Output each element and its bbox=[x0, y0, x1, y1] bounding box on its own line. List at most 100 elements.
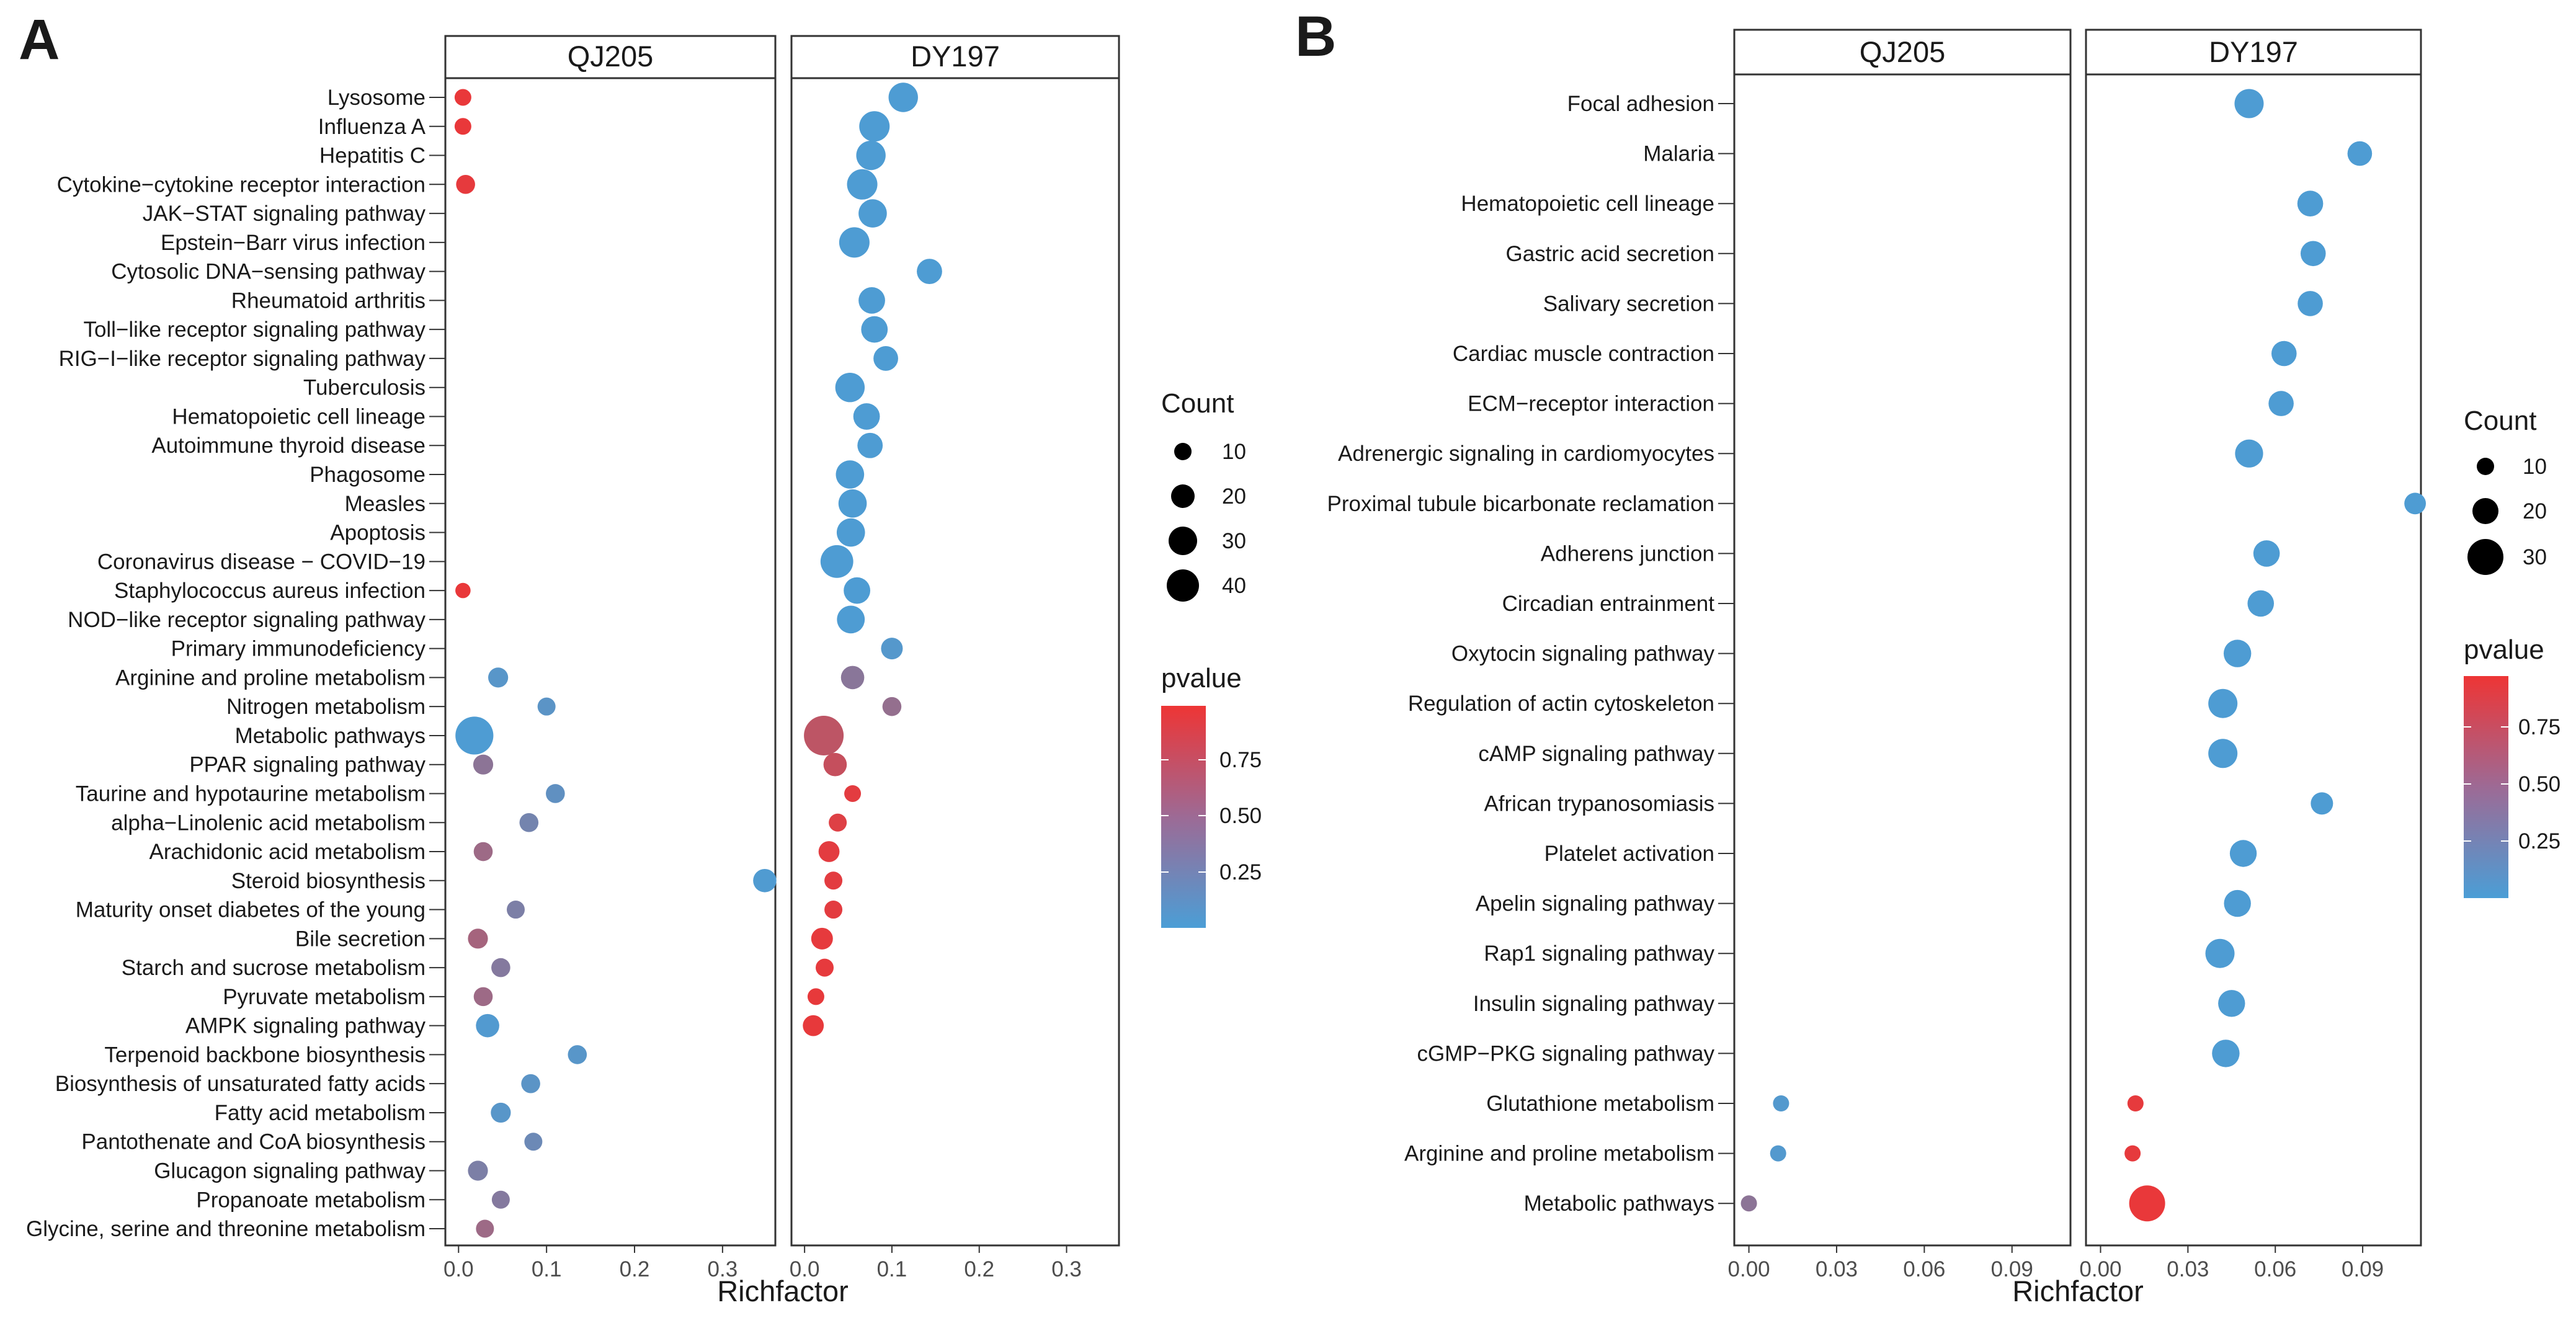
panel-a-category-label: Measles bbox=[345, 492, 426, 516]
panel-a-qj205-point-propanoate-metabolism bbox=[491, 1190, 510, 1209]
panel-a-count-key-20-label: 20 bbox=[1222, 484, 1246, 509]
panel-a-qj205-point-cytokine-cytokine-receptor-interaction bbox=[456, 175, 475, 194]
panel-b-dy197-point-regulation-of-actin-cytoskeleton bbox=[2208, 688, 2238, 718]
panel-a-dy197-point-lysosome bbox=[888, 82, 918, 112]
panel-b-dy197-point-camp-signaling-pathway bbox=[2208, 739, 2238, 768]
panel-a-qj205-point-ampk-signaling-pathway bbox=[476, 1013, 499, 1038]
panel-b-x-tick-label: 0.03 bbox=[1816, 1257, 1858, 1281]
panel-a-category-label: Glycine, serine and threonine metabolism bbox=[26, 1217, 426, 1241]
panel-a-category-label: Hepatitis C bbox=[319, 144, 426, 168]
panel-a-category-label: Epstein−Barr virus infection bbox=[161, 231, 426, 255]
panel-b-facet-qj205: QJ205 bbox=[1733, 29, 2072, 1247]
panel-b-dy197-point-apelin-signaling-pathway bbox=[2224, 889, 2251, 917]
panel-b-count-key-30 bbox=[2467, 539, 2503, 575]
panel-b-x-tick-label: 0.09 bbox=[2342, 1257, 2384, 1281]
panel-a-dy197-point-apoptosis bbox=[836, 518, 865, 547]
panel-a-pvalue-colorbar bbox=[1161, 706, 1206, 928]
data-points bbox=[454, 82, 2427, 1238]
panel-a-qj205-point-metabolic-pathways bbox=[455, 716, 494, 755]
panel-a-qj205-point-terpenoid-backbone-biosynthesis bbox=[568, 1045, 587, 1064]
panel-a-x-tick-label: 0.2 bbox=[620, 1257, 650, 1281]
panel-b-dy197-point-african-trypanosomiasis bbox=[2311, 792, 2333, 815]
panel-b-plot-dy197 bbox=[2085, 73, 2422, 1247]
panel-a-dy197-point-arachidonic-acid-metabolism bbox=[818, 841, 840, 862]
panel-b-category-label: Metabolic pathways bbox=[1524, 1191, 1714, 1216]
panel-a-qj205-point-ppar-signaling-pathway bbox=[473, 754, 494, 775]
panel-a-dy197-point-jak-stat-signaling-pathway bbox=[858, 199, 887, 228]
panel-a-x-tick-label: 0.0 bbox=[443, 1257, 474, 1281]
panel-a-qj205-point-taurine-and-hypotaurine-metabolism bbox=[546, 784, 565, 803]
panel-a-category-label: NOD−like receptor signaling pathway bbox=[68, 608, 426, 632]
panel-b-x-tick-label: 0.09 bbox=[1991, 1257, 2033, 1281]
panel-a-qj205-point-arachidonic-acid-metabolism bbox=[473, 842, 493, 862]
panel-a-category-label: Lysosome bbox=[328, 86, 426, 110]
panel-b-dy197-point-proximal-tubule-bicarbonate-reclamation bbox=[2404, 492, 2427, 515]
panel-a-qj205-point-pyruvate-metabolism bbox=[473, 987, 493, 1007]
panel-b-qj205-point-glutathione-metabolism bbox=[1773, 1095, 1789, 1111]
panel-a-category-label: Autoimmune thyroid disease bbox=[151, 434, 426, 458]
panel-a-plot-dy197 bbox=[790, 77, 1120, 1247]
panel-a-dy197-point-cytokine-cytokine-receptor-interaction bbox=[847, 169, 878, 200]
panel-a-category-label: Taurine and hypotaurine metabolism bbox=[76, 781, 426, 806]
panel-b-legend: Count 10 20 30 pvalue 0.75 0.50 0.25 bbox=[2464, 406, 2560, 898]
panel-b-category-label: Rap1 signaling pathway bbox=[1484, 942, 1714, 966]
panel-b-count-key-10-label: 10 bbox=[2523, 455, 2547, 479]
panel-a-category-label: Starch and sucrose metabolism bbox=[122, 956, 426, 980]
panel-b-category-label: Proximal tubule bicarbonate reclamation bbox=[1327, 492, 1715, 516]
panel-a-legend: Count 10 20 30 40 pvalue 0.75 0.50 0.25 bbox=[1161, 388, 1262, 928]
panel-b-dy197-point-arginine-and-proline-metabolism bbox=[2124, 1145, 2141, 1162]
panel-a-dy197-point-hepatitis-c bbox=[856, 140, 886, 171]
panel-a-category-label: Cytokine−cytokine receptor interaction bbox=[57, 172, 426, 197]
panel-b-dy197-point-hematopoietic-cell-lineage bbox=[2297, 190, 2324, 217]
panel-a-category-label: Influenza A bbox=[318, 115, 426, 139]
panel-b-category-label: Arginine and proline metabolism bbox=[1404, 1142, 1714, 1166]
panel-a-category-label: Terpenoid backbone biosynthesis bbox=[104, 1043, 426, 1067]
panel-a-x-tick-label: 0.1 bbox=[877, 1257, 907, 1281]
panel-a-dy197-point-epstein-barr-virus-infection bbox=[839, 227, 870, 258]
panel-a-qj205-point-nitrogen-metabolism bbox=[537, 697, 556, 716]
panel-a-category-label: Pyruvate metabolism bbox=[223, 985, 426, 1009]
panel-b-category-label: Adrenergic signaling in cardiomyocytes bbox=[1338, 442, 1714, 466]
panel-a-qj205-point-maturity-onset-diabetes-of-the-young bbox=[506, 901, 525, 919]
panel-a-category-label: Biosynthesis of unsaturated fatty acids bbox=[55, 1072, 426, 1096]
panel-b-category-label: Malaria bbox=[1643, 142, 1714, 166]
panel-a-x-tick-label: 0.3 bbox=[708, 1257, 738, 1281]
panel-b-pvalue-label-050: 0.50 bbox=[2518, 772, 2560, 796]
panel-a-facet-qj205: QJ205 bbox=[444, 35, 777, 1247]
panel-a-category-label: Steroid biosynthesis bbox=[231, 869, 426, 893]
panel-b-category-label: Salivary secretion bbox=[1543, 292, 1714, 316]
panel-b-dy197-point-gastric-acid-secretion bbox=[2300, 241, 2326, 267]
panel-a-category-label: JAK−STAT signaling pathway bbox=[143, 202, 426, 226]
panel-a-dy197-point-influenza-a bbox=[859, 111, 890, 142]
panel-a-count-key-30 bbox=[1169, 527, 1197, 555]
panel-b-category-label: Insulin signaling pathway bbox=[1473, 992, 1715, 1016]
panel-b-dy197-point-glutathione-metabolism bbox=[2127, 1095, 2144, 1111]
panel-a-qj205-point-glycine-serine-and-threonine-metabolism bbox=[476, 1219, 494, 1238]
panel-b-dy197-point-focal-adhesion bbox=[2234, 89, 2264, 118]
panel-b-dy197-point-salivary-secretion bbox=[2297, 291, 2323, 316]
panel-b-plot-qj205 bbox=[1733, 73, 2072, 1247]
panel-a-dy197-point-ampk-signaling-pathway bbox=[803, 1015, 824, 1036]
panel-b-x-axis-title: Richfactor bbox=[2012, 1275, 2144, 1307]
panel-b-dy197-point-adrenergic-signaling-in-cardiomyocytes bbox=[2235, 439, 2263, 468]
panel-a-qj205-point-biosynthesis-of-unsaturated-fatty-acids bbox=[521, 1074, 540, 1093]
panel-b-pvalue-label-025: 0.25 bbox=[2518, 829, 2560, 853]
panel-b-dy197-point-malaria bbox=[2347, 141, 2373, 166]
panel-b-category-label: Adherens junction bbox=[1541, 541, 1714, 566]
panel-a-category-label: Bile secretion bbox=[295, 927, 426, 951]
panel-a-category-label: Fatty acid metabolism bbox=[215, 1101, 426, 1125]
panel-b-count-key-10 bbox=[2477, 458, 2494, 475]
panel-a-strip-qj205-label: QJ205 bbox=[568, 40, 653, 73]
panel-a-category-label: Nitrogen metabolism bbox=[226, 695, 426, 719]
panel-b-dy197-point-rap1-signaling-pathway bbox=[2205, 938, 2235, 968]
panel-a-dy197-point-rheumatoid-arthritis bbox=[858, 287, 885, 314]
panel-a-count-key-10-label: 10 bbox=[1222, 440, 1246, 464]
panel-a-dy197-point-primary-immunodeficiency bbox=[881, 638, 903, 660]
panel-a-qj205-point-glucagon-signaling-pathway bbox=[468, 1160, 488, 1181]
panel-b-category-label: African trypanosomiasis bbox=[1484, 791, 1714, 816]
panel-b-qj205-point-metabolic-pathways bbox=[1740, 1195, 1757, 1212]
panel-a-x-axis-title: Richfactor bbox=[717, 1275, 849, 1307]
panel-b-category-label: Oxytocin signaling pathway bbox=[1451, 642, 1715, 666]
panel-a-dy197-point-autoimmune-thyroid-disease bbox=[857, 432, 883, 458]
